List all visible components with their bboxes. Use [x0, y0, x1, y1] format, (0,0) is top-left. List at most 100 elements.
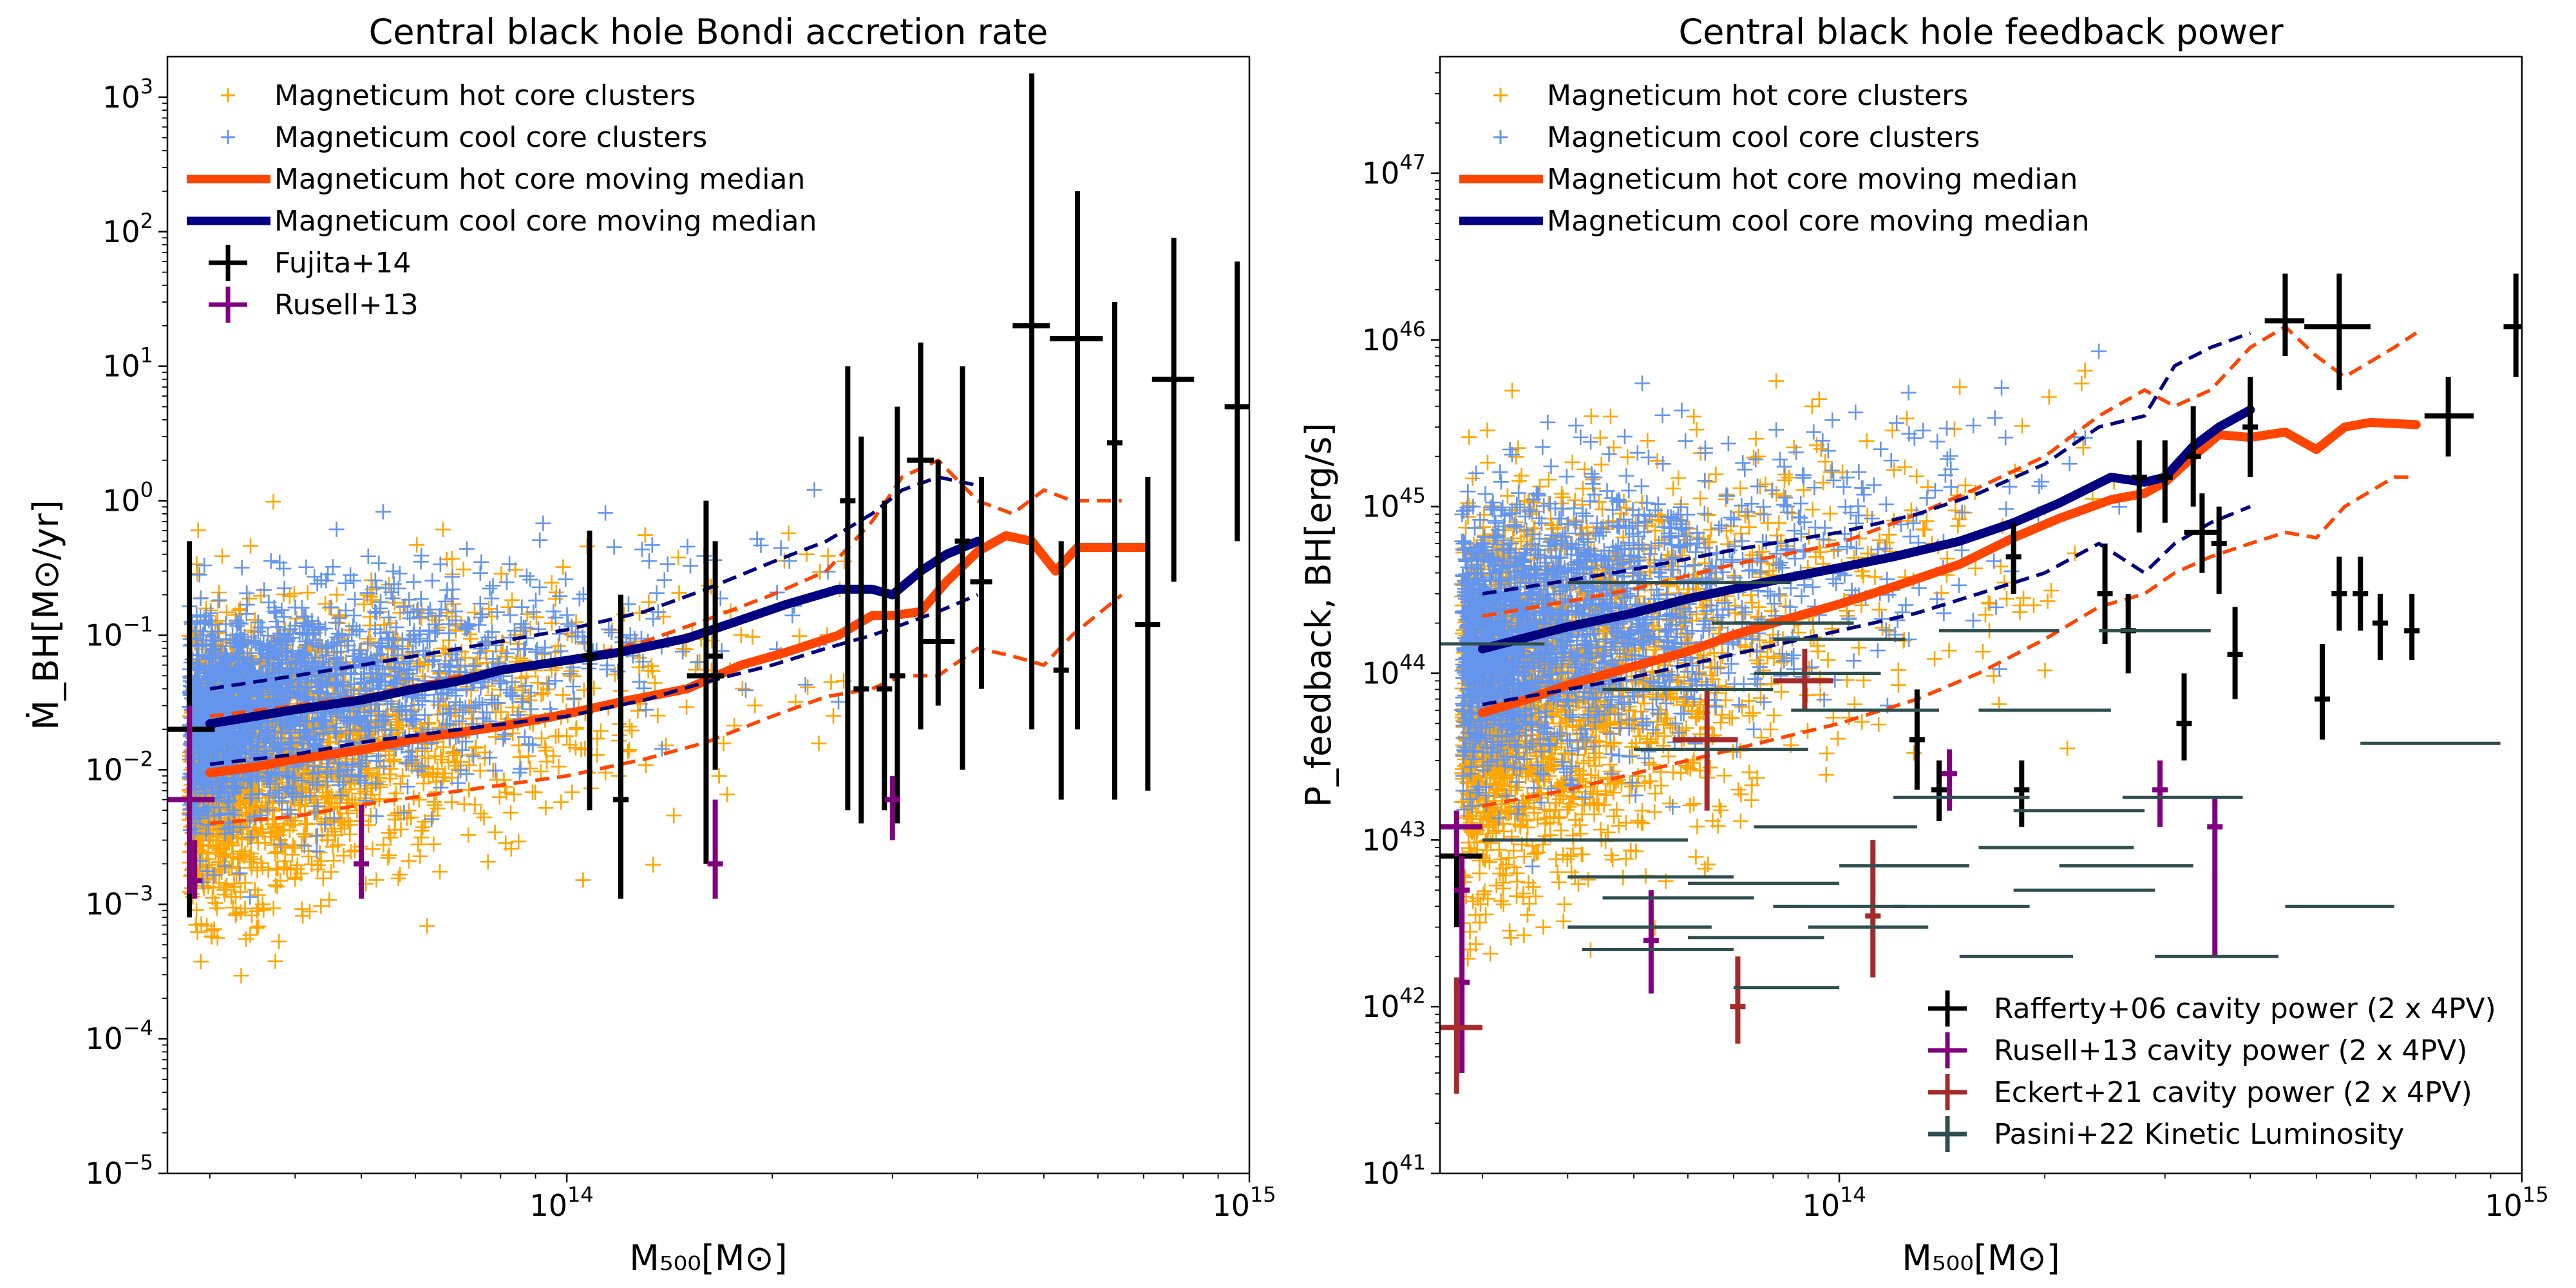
hot-core-cluster-point	[209, 930, 225, 946]
hot-core-cluster-point	[381, 847, 397, 863]
hot-core-cluster-point	[327, 824, 343, 840]
cool-core-cluster-point	[493, 676, 509, 692]
hot-core-cluster-point	[1665, 480, 1681, 497]
cool-core-cluster-point	[269, 682, 285, 698]
cool-core-cluster-point	[239, 585, 255, 601]
hot-core-cluster-point	[1526, 846, 1542, 862]
cool-core-cluster-point	[276, 609, 292, 625]
legend-marker-plus	[221, 88, 235, 102]
cool-core-cluster-point	[360, 636, 376, 652]
hot-core-cluster-point	[393, 821, 409, 837]
cool-core-cluster-point	[324, 637, 340, 653]
hot-core-cluster-point	[544, 574, 560, 591]
hot-core-cluster-point	[1978, 607, 1993, 623]
errorbar-point	[1012, 73, 1050, 730]
cool-core-cluster-point	[234, 693, 251, 709]
cool-core-cluster-point	[565, 678, 581, 694]
hot-core-cluster-point	[637, 527, 653, 543]
cool-core-cluster-point	[221, 805, 237, 821]
cool-core-cluster-point	[392, 565, 408, 582]
cool-core-cluster-point	[360, 714, 376, 730]
cool-core-cluster-point	[204, 642, 220, 658]
cool-core-cluster-point	[357, 723, 374, 739]
hot-core-cluster-point	[455, 562, 471, 578]
cool-core-cluster-point	[203, 777, 219, 793]
cool-core-cluster-point	[217, 858, 233, 874]
cool-core-cluster-point	[353, 676, 369, 692]
cool-core-cluster-point	[195, 775, 211, 791]
cool-core-cluster-point	[412, 609, 428, 625]
y-tick-exponent: 3	[140, 74, 153, 99]
cool-core-cluster-point	[517, 641, 533, 657]
x-tick-exponent: 15	[1250, 1182, 1276, 1207]
hot-core-cluster-point	[1488, 823, 1504, 839]
cool-core-cluster-point	[199, 863, 215, 879]
hot-core-cluster-point	[1605, 852, 1621, 868]
cool-core-cluster-point	[305, 635, 321, 651]
hot-core-cluster-point	[537, 739, 553, 755]
cool-core-cluster-point	[441, 625, 457, 641]
cool-core-cluster-point	[622, 627, 638, 643]
hot-core-cluster-point	[1886, 462, 1902, 478]
hot-core-cluster-point	[383, 771, 399, 786]
cool-core-cluster-point	[253, 645, 269, 661]
cool-core-cluster-point	[482, 580, 498, 596]
hot-core-cluster-point	[237, 900, 253, 916]
hot-core-cluster-point	[445, 745, 461, 761]
cool-core-cluster-point	[305, 774, 321, 790]
cool-core-cluster-point	[473, 609, 489, 625]
cool-core-cluster-point	[367, 573, 383, 589]
hot-core-cluster-point	[1548, 795, 1564, 811]
cool-core-cluster-point	[459, 766, 475, 782]
cool-core-cluster-point	[242, 773, 258, 789]
hot-core-cluster-point	[1499, 488, 1515, 504]
cool-core-cluster-point	[399, 662, 415, 678]
cool-core-cluster-point	[283, 666, 299, 682]
hot-core-cluster-point	[676, 641, 692, 657]
x-axis-label: M₅₀₀[M⊙]	[629, 1238, 788, 1278]
cool-core-cluster-point	[346, 715, 363, 731]
cool-core-cluster-point	[523, 701, 539, 717]
cool-core-cluster-point	[225, 785, 242, 801]
cool-core-cluster-point	[644, 537, 660, 553]
cool-core-cluster-point	[420, 605, 436, 621]
cool-core-cluster-point	[601, 621, 617, 638]
cool-core-cluster-point	[448, 612, 464, 629]
cool-core-cluster-point	[531, 579, 547, 595]
hot-core-cluster-point	[1606, 808, 1622, 824]
hot-core-cluster-point	[2060, 741, 2076, 757]
hot-core-cluster-point	[1602, 408, 1618, 424]
cool-core-cluster-point	[368, 719, 384, 735]
cool-core-cluster-point	[495, 731, 511, 747]
errorbar-point	[889, 406, 905, 824]
hot-core-cluster-point	[313, 853, 329, 869]
cool-core-cluster-point	[200, 730, 216, 746]
cool-core-cluster-point	[279, 802, 296, 818]
hot-core-cluster-point	[236, 848, 252, 864]
cool-core-cluster-point	[263, 553, 279, 569]
cool-core-cluster-point	[444, 591, 460, 607]
hot-core-cluster-point	[425, 808, 441, 824]
hot-core-cluster-point	[1636, 696, 1653, 712]
cool-core-cluster-point	[478, 705, 495, 721]
cool-core-cluster-point	[281, 688, 298, 705]
cool-core-cluster-point	[375, 504, 391, 520]
y-tick-label: 102	[102, 209, 153, 249]
cool-core-cluster-point	[513, 616, 529, 632]
hot-core-cluster-point	[218, 882, 234, 898]
cool-core-cluster-point	[227, 697, 243, 714]
hot-core-cluster-point	[1623, 842, 1639, 858]
hot-core-cluster-point	[500, 599, 516, 615]
cool-core-cluster-point	[211, 743, 227, 759]
hot-core-cluster-point	[575, 872, 591, 888]
cool-core-cluster-point	[749, 531, 765, 547]
cool-core-cluster-point	[402, 749, 419, 765]
legend-label: Magneticum hot core moving median	[274, 163, 805, 196]
cool-core-cluster-point	[831, 694, 847, 710]
cool-core-cluster-point	[415, 643, 431, 659]
cool-core-cluster-point	[352, 768, 368, 784]
hot-core-cluster-point	[569, 720, 585, 736]
hot-core-cluster-point	[711, 768, 727, 784]
hot-core-cluster-point	[476, 810, 492, 826]
